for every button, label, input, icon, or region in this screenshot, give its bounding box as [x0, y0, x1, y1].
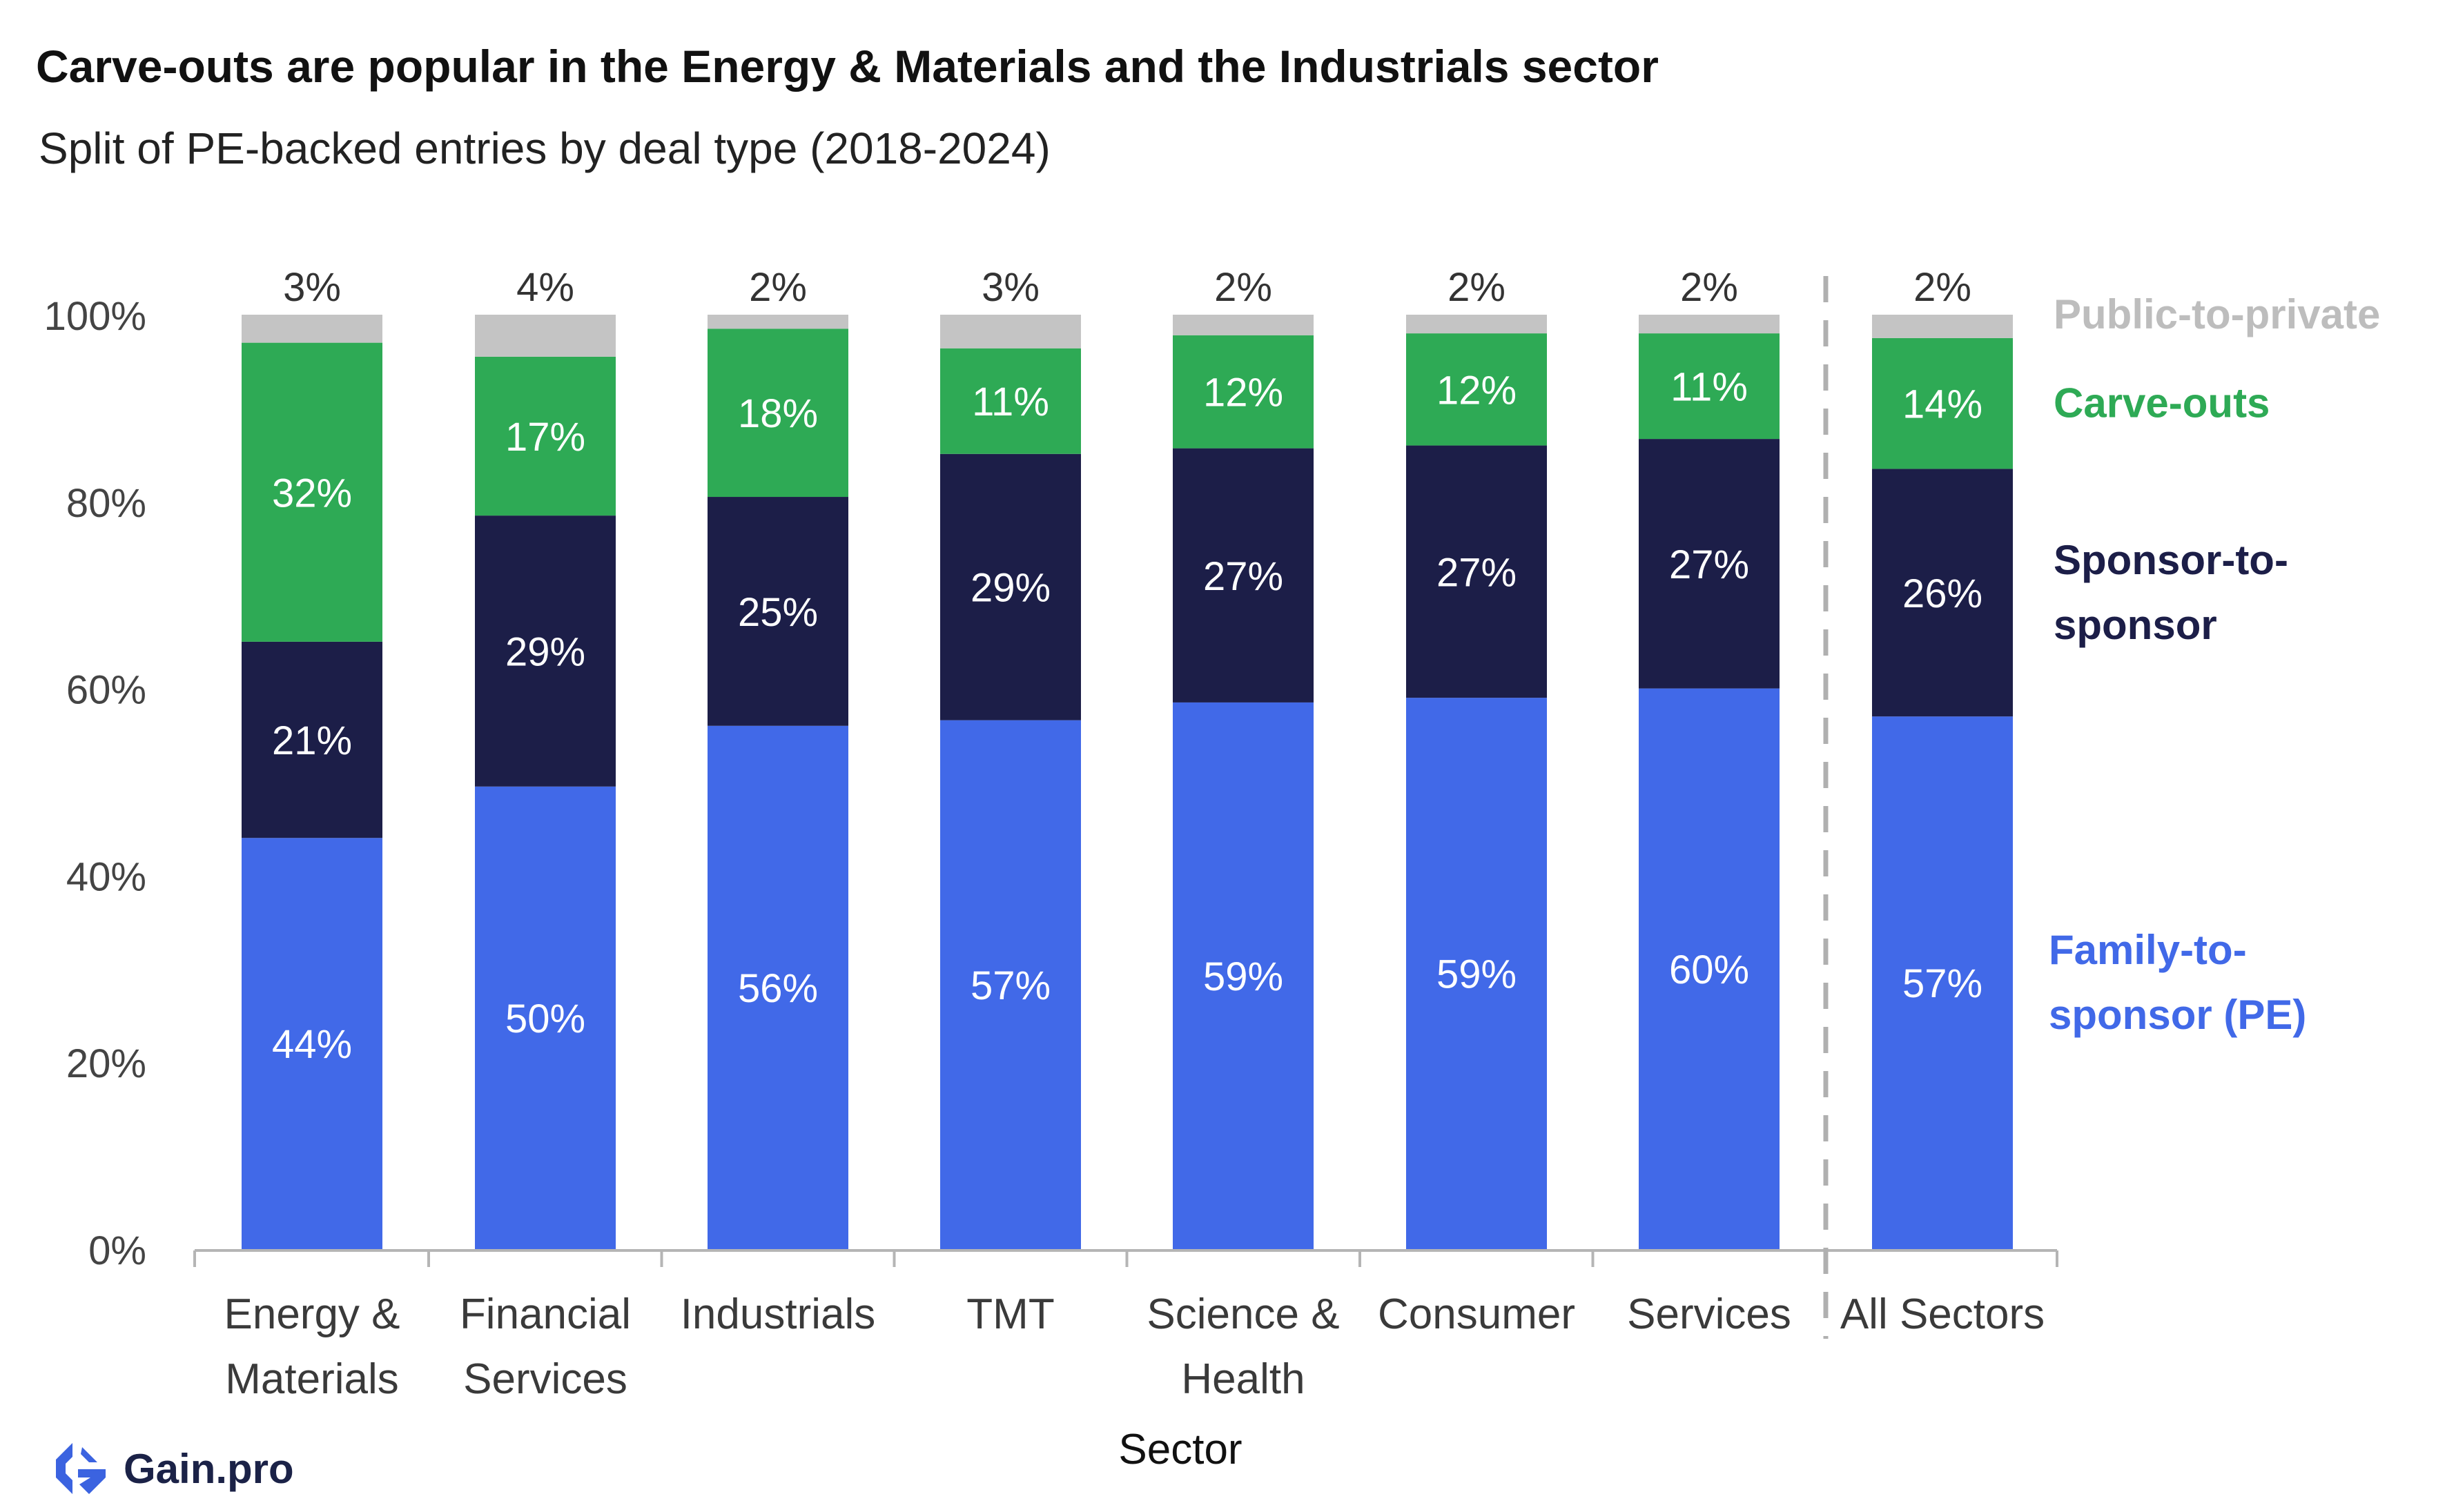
bar-segment-public-to-private	[1639, 315, 1780, 334]
data-label: 26%	[1902, 571, 1982, 616]
bar-segment-family-to-sponsor-pe	[475, 786, 616, 1249]
x-tick-label: Consumer	[1378, 1290, 1575, 1338]
x-tick-label: Materials	[225, 1355, 399, 1403]
bar-segment-carve-outs	[1639, 333, 1780, 440]
data-label: 2%	[1214, 265, 1272, 310]
bar-segment-family-to-sponsor-pe	[708, 725, 848, 1249]
data-label: 4%	[516, 265, 574, 310]
data-label: 57%	[971, 963, 1051, 1008]
bar-segment-carve-outs	[1406, 333, 1547, 446]
bar-segment-carve-outs	[1872, 337, 2013, 469]
data-label: 44%	[272, 1022, 352, 1067]
bar-segment-family-to-sponsor-pe	[940, 720, 1081, 1249]
bar-segment-family-to-sponsor-pe	[1406, 698, 1547, 1249]
y-tick-label: 0%	[88, 1228, 146, 1273]
x-tick-label: Energy &	[224, 1290, 400, 1338]
brand-logo: Gain.pro	[52, 1439, 294, 1498]
brand-name: Gain.pro	[124, 1445, 294, 1492]
data-label: 32%	[272, 471, 352, 516]
y-tick-label: 20%	[66, 1041, 146, 1086]
bar-segment-sponsor-to-sponsor	[940, 453, 1081, 720]
bar-segment-carve-outs	[475, 356, 616, 516]
data-label: 2%	[1448, 265, 1505, 310]
chart-subtitle: Split of PE-backed entries by deal type …	[39, 124, 1051, 173]
bar-segment-family-to-sponsor-pe	[1173, 702, 1314, 1249]
legend-label: Sponsor-to-	[2054, 537, 2288, 583]
gain-pro-logo-icon	[56, 1443, 106, 1494]
data-label: 29%	[971, 566, 1051, 611]
data-label: 12%	[1436, 368, 1517, 413]
data-label: 29%	[505, 629, 585, 674]
data-label: 2%	[1680, 265, 1738, 310]
x-tick-label: Financial	[460, 1290, 631, 1338]
y-tick-label: 100%	[44, 294, 146, 339]
bar-segment-carve-outs	[1173, 335, 1314, 449]
data-label: 3%	[982, 265, 1040, 310]
bar-segment-sponsor-to-sponsor	[1639, 439, 1780, 689]
x-tick-label: Services	[1627, 1290, 1791, 1338]
chart-title: Carve-outs are popular in the Energy & M…	[36, 41, 1659, 92]
legend-label: sponsor (PE)	[2049, 992, 2306, 1038]
data-label: 27%	[1436, 550, 1517, 595]
data-label: 21%	[272, 718, 352, 763]
bar-segment-family-to-sponsor-pe	[1872, 716, 2013, 1249]
data-label: 59%	[1436, 952, 1517, 997]
legend-label: Public-to-private	[2054, 291, 2380, 337]
data-label: 56%	[738, 966, 818, 1011]
data-label: 2%	[1913, 265, 1971, 310]
x-tick-label: All Sectors	[1840, 1290, 2045, 1338]
bar-segment-public-to-private	[940, 315, 1081, 348]
bar-segment-public-to-private	[1173, 315, 1314, 335]
bar-segment-public-to-private	[708, 315, 848, 329]
x-tick-label: Services	[463, 1355, 627, 1403]
legend-label: Family-to-	[2049, 927, 2247, 973]
bar-segment-sponsor-to-sponsor	[1872, 469, 2013, 717]
bar-segment-public-to-private	[475, 315, 616, 357]
bar-segment-carve-outs	[242, 342, 382, 642]
legend-label: Carve-outs	[2054, 380, 2270, 426]
data-label: 11%	[972, 380, 1049, 424]
x-tick-label: TMT	[966, 1290, 1054, 1338]
data-label: 27%	[1203, 554, 1283, 599]
legend-label: sponsor	[2054, 602, 2217, 648]
bar-segment-public-to-private	[1406, 315, 1547, 334]
data-label: 18%	[738, 391, 818, 436]
bar-segment-public-to-private	[242, 315, 382, 343]
data-label: 60%	[1669, 948, 1749, 992]
bar-segment-family-to-sponsor-pe	[242, 838, 382, 1249]
y-tick-label: 60%	[66, 668, 146, 713]
bar-segment-sponsor-to-sponsor	[1406, 445, 1547, 698]
data-label: 14%	[1902, 382, 1982, 427]
data-label: 25%	[738, 590, 818, 635]
data-label: 3%	[283, 265, 341, 310]
bar-segment-sponsor-to-sponsor	[708, 497, 848, 726]
data-label: 50%	[505, 996, 585, 1041]
y-tick-label: 40%	[66, 854, 146, 899]
y-tick-label: 80%	[66, 481, 146, 526]
data-label: 11%	[1670, 365, 1748, 410]
x-tick-label: Health	[1181, 1355, 1305, 1403]
x-tick-label: Industrials	[681, 1290, 876, 1338]
bar-segment-family-to-sponsor-pe	[1639, 688, 1780, 1249]
bar-segment-sponsor-to-sponsor	[1173, 448, 1314, 703]
data-label: 17%	[505, 415, 585, 460]
bar-segment-sponsor-to-sponsor	[242, 641, 382, 838]
bar-segment-sponsor-to-sponsor	[475, 516, 616, 787]
x-axis-label: Sector	[1118, 1426, 1242, 1473]
bar-segment-carve-outs	[708, 328, 848, 498]
bar-segment-carve-outs	[940, 348, 1081, 454]
data-label: 12%	[1203, 371, 1283, 415]
data-label: 27%	[1669, 542, 1749, 587]
data-label: 57%	[1902, 961, 1982, 1006]
x-tick-label: Science &	[1147, 1290, 1339, 1338]
data-label: 2%	[749, 265, 807, 310]
bar-segment-public-to-private	[1872, 315, 2013, 338]
data-label: 59%	[1203, 954, 1283, 999]
